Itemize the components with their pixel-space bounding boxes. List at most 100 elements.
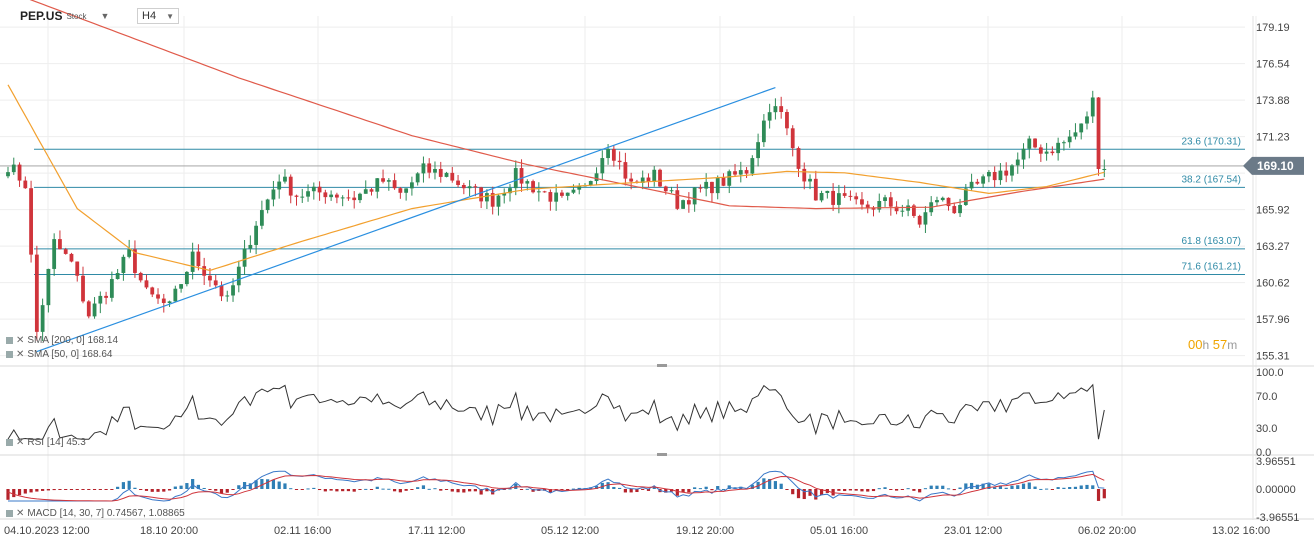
macd-histogram-bar [860, 489, 864, 492]
candle-body [415, 173, 420, 183]
candle-body [121, 256, 126, 274]
macd-histogram-bar [1085, 484, 1089, 489]
candle-body [894, 206, 899, 212]
chevron-down-icon[interactable]: ▼ [100, 11, 110, 21]
macd-histogram-bar [548, 489, 552, 493]
sma50-name: SMA [50, 0] [27, 349, 80, 360]
x-tick-label: 04.10.2023 12:00 [4, 525, 90, 537]
macd-histogram-bar [1045, 488, 1049, 490]
macd-histogram-bar [271, 479, 276, 489]
candle-body [560, 192, 564, 196]
candle-body [444, 172, 449, 177]
timer-minutes: 57 [1212, 337, 1228, 352]
macd-histogram-bar [981, 483, 985, 489]
candle-body [225, 295, 230, 297]
candle-body [611, 148, 616, 161]
candle-body [196, 251, 201, 267]
symbol-selector[interactable]: PEP.US Stock ▼ [20, 8, 109, 24]
candle-body [236, 266, 241, 286]
macd-histogram-bar [110, 489, 114, 490]
candle-body [248, 244, 253, 249]
candle-body [375, 178, 380, 192]
close-icon[interactable]: ✕ [16, 335, 25, 346]
indicator-settings-icon[interactable] [6, 337, 13, 344]
candle-body [727, 171, 732, 186]
macd-histogram-bar [664, 489, 668, 493]
pane-resize-handle [657, 364, 667, 367]
candle-body [502, 193, 507, 196]
macd-histogram-bar [848, 489, 853, 491]
macd-histogram-bar [750, 484, 754, 489]
candle-body [29, 188, 33, 255]
macd-histogram-bar [698, 488, 702, 490]
candle-body [138, 272, 143, 281]
macd-histogram-bar [652, 487, 656, 489]
candle-body [1033, 138, 1037, 148]
x-tick-label: 06.02 20:00 [1078, 525, 1136, 537]
macd-signal-line [7, 473, 1105, 502]
timeframe-selector[interactable]: H4 ▼ [137, 8, 179, 24]
macd-histogram-bar [502, 489, 506, 490]
close-icon[interactable]: ✕ [16, 437, 25, 448]
candle-body [473, 186, 478, 188]
macd-histogram-bar [410, 489, 414, 490]
macd-histogram-bar [854, 489, 858, 491]
candle-body [686, 200, 691, 205]
indicator-settings-icon[interactable] [6, 439, 13, 446]
rsi-legend[interactable]: ✕ RSI [14] 45.3 [6, 437, 86, 448]
macd-histogram-bar [560, 489, 564, 491]
timer-minutes-unit: m [1227, 338, 1238, 352]
macd-histogram-bar [1039, 488, 1043, 490]
indicator-settings-icon[interactable] [6, 351, 13, 358]
candle-body [1004, 170, 1009, 176]
close-icon[interactable]: ✕ [16, 508, 25, 519]
candle-body [271, 189, 276, 200]
sma50-legend[interactable]: ✕ SMA [50, 0] 168.64 [6, 349, 112, 360]
candle-body [467, 186, 472, 189]
candle-body [242, 248, 247, 267]
chevron-down-icon[interactable]: ▼ [166, 11, 174, 21]
candle-body [1038, 147, 1043, 154]
y-tick-label: 165.92 [1256, 205, 1290, 217]
macd-histogram-bar [1068, 487, 1072, 489]
candle-body [346, 197, 351, 199]
candle-body [167, 301, 172, 303]
macd-histogram-bar [618, 487, 622, 489]
macd-histogram-bar [889, 489, 893, 490]
indicator-settings-icon[interactable] [6, 510, 13, 517]
sma200-legend[interactable]: ✕ SMA [200, 0] 168.14 [6, 335, 118, 346]
candle-body [606, 148, 610, 159]
macd-histogram-bar [162, 489, 166, 492]
candle-body [1056, 142, 1061, 154]
close-icon[interactable]: ✕ [16, 349, 25, 360]
candle-body [173, 288, 178, 302]
candle-body [698, 187, 703, 189]
sma50-line [7, 84, 1105, 272]
candle-body [975, 181, 980, 184]
macd-histogram-bar [444, 489, 449, 490]
candle-body [340, 197, 345, 199]
candle-body [987, 171, 991, 177]
macd-histogram-bar [646, 489, 651, 491]
macd-legend[interactable]: ✕ MACD [14, 30, 7] 0.74567, 1.08865 [6, 508, 185, 519]
candle-body [577, 186, 582, 190]
candle-body [531, 181, 535, 193]
macd-histogram-bar [214, 489, 218, 491]
candle-body [848, 195, 853, 197]
candle-body [34, 254, 39, 332]
macd-histogram-bar [716, 486, 720, 489]
macd-histogram-bar [12, 489, 16, 498]
macd-histogram-bar [185, 483, 189, 489]
candle-body [127, 249, 132, 257]
macd-histogram-bar [208, 489, 212, 490]
rsi-tick-label: 100.0 [1256, 367, 1284, 379]
macd-histogram-bar [139, 489, 143, 490]
macd-histogram-bar [266, 479, 270, 489]
macd-histogram-bar [479, 489, 483, 495]
candle-body [646, 177, 651, 182]
candle-body [675, 190, 680, 209]
candle-body [421, 163, 426, 174]
candle-body [911, 205, 916, 216]
macd-histogram-bar [416, 487, 420, 489]
